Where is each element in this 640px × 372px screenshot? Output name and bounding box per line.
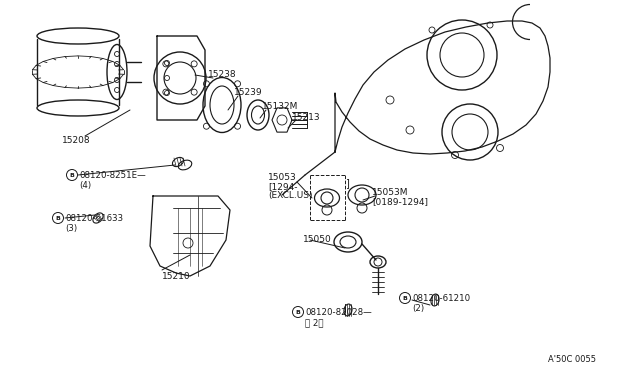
- Text: 15213: 15213: [292, 113, 321, 122]
- Text: 08120-82028—
〈 2〉: 08120-82028— 〈 2〉: [305, 308, 372, 327]
- Text: 08120-8251E—
(4): 08120-8251E— (4): [79, 171, 146, 190]
- Text: 15053M: 15053M: [372, 188, 408, 197]
- Text: ]: ]: [345, 178, 349, 188]
- Text: 15050: 15050: [303, 235, 332, 244]
- Text: B: B: [70, 173, 74, 177]
- Text: 15132M: 15132M: [262, 102, 298, 111]
- Text: [0189-1294]: [0189-1294]: [372, 197, 428, 206]
- Text: (EXCL.US): (EXCL.US): [268, 191, 312, 200]
- Text: A'50C 0055: A'50C 0055: [548, 355, 596, 364]
- Text: 15208: 15208: [62, 136, 91, 145]
- Text: B: B: [296, 310, 300, 314]
- Text: 15210: 15210: [162, 272, 191, 281]
- Text: [1294-: [1294-: [268, 182, 298, 191]
- Text: 15239: 15239: [234, 88, 262, 97]
- Text: 15238: 15238: [208, 70, 237, 79]
- Text: 15053: 15053: [268, 173, 297, 182]
- Text: 08120-61210
(2): 08120-61210 (2): [412, 294, 470, 313]
- Text: 08120-61633
(3): 08120-61633 (3): [65, 214, 123, 233]
- Text: B: B: [403, 295, 408, 301]
- Text: B: B: [56, 215, 60, 221]
